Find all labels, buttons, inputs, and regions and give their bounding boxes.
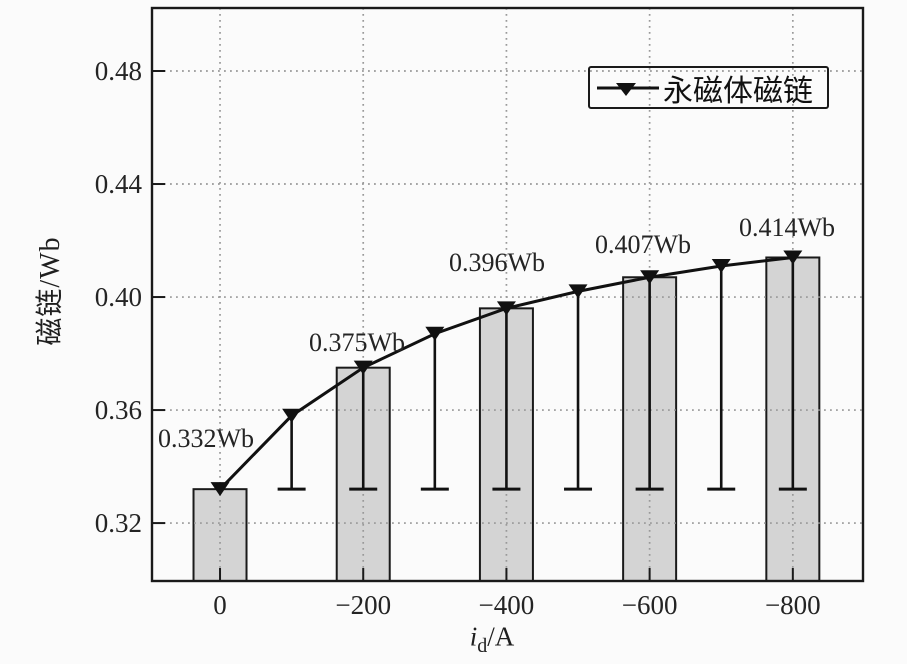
x-tick-label: −200 [335, 590, 391, 620]
plot-border [150, 6, 865, 583]
y-tick-label: 0.36 [95, 395, 142, 425]
marker-triangle-down-icon [711, 258, 731, 273]
x-axis-title-unit: /A [487, 621, 515, 652]
legend: 永磁体磁链 [588, 66, 829, 109]
x-axis-title-subscript: d [477, 634, 488, 657]
y-tick-label: 0.44 [95, 169, 143, 199]
marker-triangle-down-icon [568, 284, 588, 299]
marker-triangle-down-icon [353, 360, 373, 375]
x-tick-label: −800 [765, 590, 821, 620]
legend-label: 永磁体磁链 [663, 74, 813, 108]
data-label: 0.407Wb [595, 230, 691, 259]
y-tick-label: 0.32 [95, 508, 142, 538]
data-label: 0.414Wb [739, 213, 835, 242]
y-axis-title: 磁链/Wb [28, 236, 68, 345]
marker-triangle-down-icon [282, 408, 302, 423]
data-label: 0.332Wb [158, 424, 254, 453]
bar [192, 488, 248, 582]
marker-triangle-down-icon [425, 326, 445, 341]
marker-triangle-down-icon [640, 270, 660, 285]
legend-line-marker-icon [597, 82, 659, 96]
x-axis-title-symbol: i [469, 621, 478, 652]
y-axis-title-text: 磁链/Wb [35, 236, 66, 346]
x-tick-label: −400 [479, 590, 535, 620]
x-tick-label: −600 [622, 590, 678, 620]
marker-triangle-down-icon [496, 301, 516, 316]
marker-triangle-down-icon [783, 250, 803, 265]
data-label: 0.375Wb [309, 328, 405, 357]
x-tick-label: 0 [213, 590, 227, 620]
marker-triangle-down-icon [210, 482, 230, 497]
y-tick-label: 0.48 [95, 56, 142, 86]
x-axis-title: id/A [469, 621, 515, 656]
y-tick-label: 0.40 [95, 282, 142, 312]
data-label: 0.396Wb [449, 248, 545, 277]
